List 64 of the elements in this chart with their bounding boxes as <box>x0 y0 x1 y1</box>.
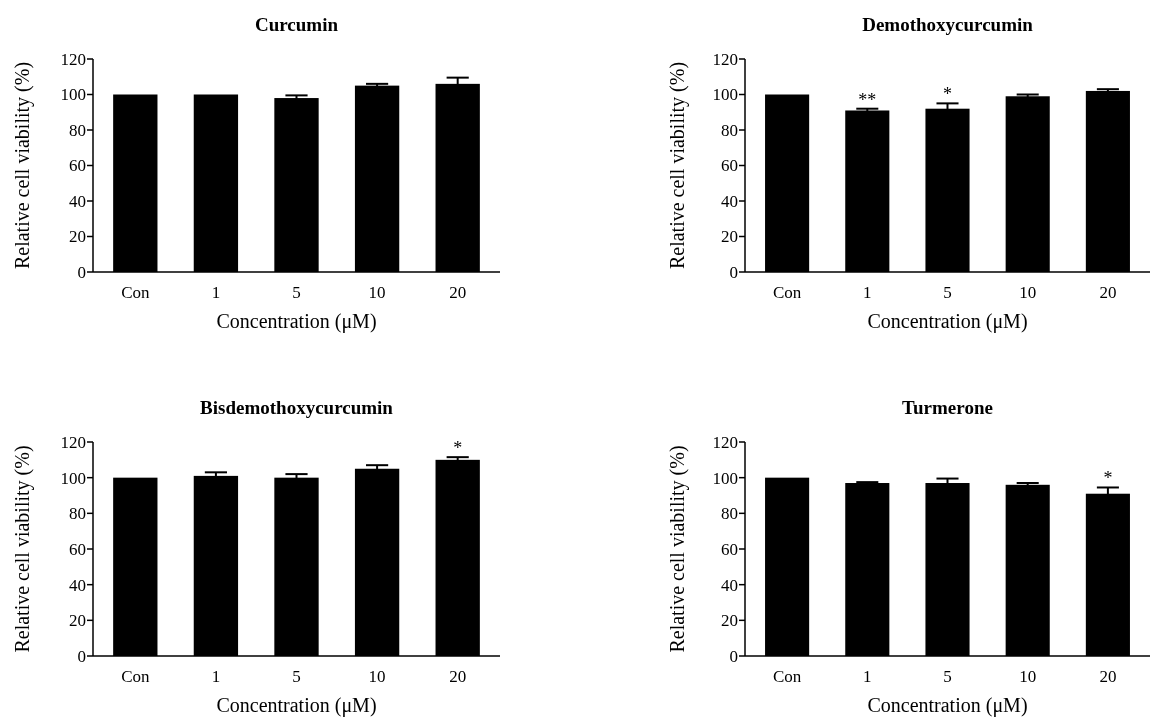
y-tick-label: 20 <box>721 611 738 631</box>
x-tick-label: 1 <box>211 283 221 302</box>
annotation: * <box>453 438 463 459</box>
y-tick-label: 40 <box>69 191 86 211</box>
chart-title: Demothoxycurcumin <box>862 14 1034 35</box>
y-tick-label: 0 <box>729 262 738 282</box>
x-tick-label: Con <box>772 283 802 302</box>
y-axis-title: Relative cell viability (%) <box>666 61 689 270</box>
x-tick-label: 20 <box>1099 283 1117 302</box>
y-tick-label: 100 <box>60 85 86 105</box>
y-tick-label: 120 <box>712 49 738 69</box>
y-tick-label: 100 <box>60 468 86 488</box>
y-tick-label: 0 <box>729 646 738 666</box>
x-tick-label: 5 <box>943 283 952 302</box>
y-tick-label: 120 <box>60 432 86 452</box>
y-axis-title: Relative cell viability (%) <box>11 445 34 653</box>
x-tick-label: 1 <box>211 667 221 686</box>
annotation: * <box>943 84 952 105</box>
x-tick-label: Con <box>121 283 150 302</box>
y-tick-label: 0 <box>77 262 86 282</box>
chart-title: Curcumin <box>254 14 339 35</box>
y-tick-label: 0 <box>77 646 86 666</box>
x-tick-label: 1 <box>863 283 872 302</box>
y-tick-label: 40 <box>69 575 86 595</box>
x-tick-label: 10 <box>368 283 386 302</box>
x-axis-title: Concentration (μM) <box>867 694 1028 717</box>
x-tick-label: 5 <box>292 283 301 302</box>
x-tick-label: Con <box>121 667 150 686</box>
y-axis-title: Relative cell viability (%) <box>666 445 689 653</box>
x-tick-label: 10 <box>1019 667 1037 686</box>
x-tick-label: 20 <box>449 667 467 686</box>
y-tick-label: 120 <box>712 432 738 452</box>
y-tick-label: 100 <box>712 85 738 105</box>
y-tick-label: 40 <box>721 575 738 595</box>
chart-title: Turmerone <box>902 397 993 418</box>
annotation: ** <box>858 89 877 110</box>
x-tick-label: Con <box>772 667 802 686</box>
chart-title: Bisdemothoxycurcumin <box>200 397 394 418</box>
x-tick-label: 1 <box>863 667 872 686</box>
y-tick-label: 80 <box>69 504 86 524</box>
x-tick-label: 10 <box>368 667 386 686</box>
x-axis-title: Concentration (μM) <box>216 694 377 717</box>
y-tick-label: 60 <box>721 156 738 176</box>
y-tick-label: 80 <box>721 504 738 524</box>
x-tick-label: 10 <box>1019 283 1037 302</box>
x-tick-label: 20 <box>449 283 467 302</box>
y-tick-label: 80 <box>721 120 738 140</box>
y-tick-label: 120 <box>60 49 86 69</box>
x-tick-label: 20 <box>1099 667 1117 686</box>
y-tick-label: 20 <box>69 227 86 247</box>
y-tick-label: 40 <box>721 191 738 211</box>
y-tick-label: 80 <box>69 120 86 140</box>
x-axis-title: Concentration (μM) <box>216 310 377 333</box>
y-tick-label: 20 <box>69 611 86 631</box>
x-tick-label: 5 <box>292 667 301 686</box>
y-tick-label: 60 <box>721 539 738 559</box>
y-tick-label: 20 <box>721 227 738 247</box>
y-tick-label: 60 <box>69 539 86 559</box>
y-tick-label: 60 <box>69 156 86 176</box>
annotation: * <box>1103 468 1113 489</box>
y-tick-label: 100 <box>712 468 738 488</box>
y-axis-title: Relative cell viability (%) <box>11 61 34 270</box>
x-axis-title: Concentration (μM) <box>867 310 1028 333</box>
x-tick-label: 5 <box>943 667 952 686</box>
